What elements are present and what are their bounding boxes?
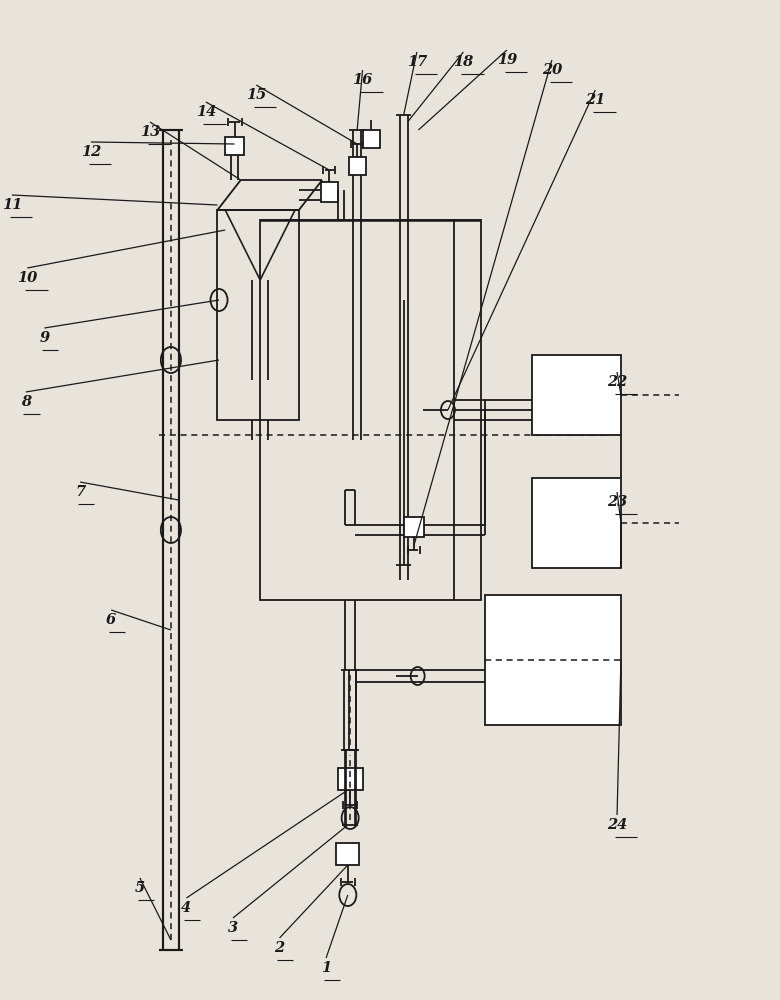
- Bar: [363, 130, 380, 148]
- Bar: [404, 517, 424, 537]
- Text: 23: 23: [607, 495, 627, 509]
- Bar: [225, 137, 244, 155]
- Text: 17: 17: [406, 55, 427, 69]
- Text: 22: 22: [607, 375, 627, 389]
- Bar: [336, 843, 360, 865]
- Text: 14: 14: [196, 105, 216, 119]
- Bar: [349, 157, 366, 175]
- Text: 21: 21: [585, 93, 605, 107]
- Bar: [532, 355, 621, 435]
- Bar: [218, 210, 299, 420]
- Text: 5: 5: [135, 881, 145, 895]
- Text: 12: 12: [81, 145, 101, 159]
- Text: 8: 8: [21, 395, 31, 409]
- Text: 2: 2: [275, 941, 285, 955]
- Text: 11: 11: [2, 198, 22, 212]
- Text: 24: 24: [607, 818, 627, 832]
- Text: 7: 7: [75, 485, 85, 499]
- Text: 4: 4: [182, 901, 191, 915]
- Text: 1: 1: [321, 961, 331, 975]
- Text: 9: 9: [39, 331, 49, 345]
- Text: 16: 16: [353, 73, 373, 87]
- Text: 3: 3: [228, 921, 238, 935]
- Bar: [338, 768, 363, 790]
- Bar: [261, 220, 481, 600]
- Text: 20: 20: [542, 63, 562, 77]
- Text: 19: 19: [497, 53, 517, 67]
- Bar: [321, 182, 338, 202]
- Text: 18: 18: [453, 55, 473, 69]
- Text: 6: 6: [106, 613, 116, 627]
- Text: 13: 13: [140, 125, 160, 139]
- Bar: [532, 478, 621, 568]
- Bar: [485, 595, 621, 725]
- Text: 10: 10: [17, 271, 37, 285]
- Text: 15: 15: [246, 88, 267, 102]
